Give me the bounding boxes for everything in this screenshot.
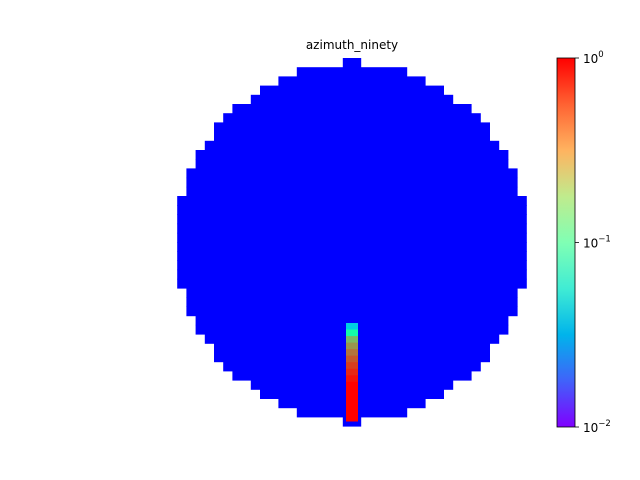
chart-title: azimuth_ninety — [306, 38, 398, 52]
disk-row — [232, 104, 472, 114]
disk-row — [296, 67, 408, 77]
colorbar-tick-label: 100 — [583, 50, 604, 66]
heatmap-disk — [177, 58, 527, 427]
hot-column-cell — [346, 375, 358, 383]
disk-row — [177, 251, 527, 261]
disk-row — [342, 58, 362, 68]
disk-row — [177, 223, 527, 234]
disk-row — [177, 242, 527, 252]
disk-row — [186, 177, 518, 188]
disk-row — [186, 297, 518, 307]
hot-column-cell — [346, 355, 358, 363]
disk-row — [250, 94, 454, 105]
hot-column-cell — [346, 401, 358, 409]
disk-row — [195, 315, 509, 326]
colorbar-gradient — [556, 57, 576, 428]
colorbar-ticks: 10−2 10−1 100 — [575, 50, 611, 435]
hot-column-cell — [346, 414, 358, 422]
hot-column-cell — [346, 407, 358, 415]
disk-row — [214, 122, 490, 133]
disk-row — [186, 288, 518, 298]
hot-column-cell — [346, 342, 358, 350]
disk-row — [186, 306, 518, 317]
disk-row — [195, 159, 509, 169]
disk-row — [342, 416, 362, 427]
disk-row — [177, 269, 527, 280]
hot-column-cell — [346, 394, 358, 402]
disk-row — [214, 131, 490, 142]
disk-row — [186, 168, 518, 179]
disk-row — [195, 150, 509, 160]
hot-column-cell — [346, 329, 358, 337]
hot-column-cell — [346, 323, 358, 331]
colorbar-tick-label: 10−1 — [583, 235, 611, 251]
hot-column-cell — [346, 381, 358, 389]
hot-column-cell — [346, 336, 358, 344]
hot-column-cell — [346, 388, 358, 396]
hot-column-cell — [346, 362, 358, 370]
disk-row — [177, 278, 527, 289]
disk-row — [186, 186, 518, 197]
colorbar: 10−2 10−1 100 — [556, 50, 611, 435]
hot-column-cell — [346, 349, 358, 357]
disk-row — [177, 205, 527, 215]
hot-column-cell — [346, 368, 358, 376]
disk-row — [260, 85, 444, 96]
disk-row — [177, 232, 527, 243]
disk-row — [177, 196, 527, 206]
disk-row — [204, 140, 500, 151]
disk-row — [177, 214, 527, 225]
disk-row — [278, 76, 426, 87]
disk-row — [223, 113, 481, 123]
disk-row — [177, 260, 527, 271]
colorbar-tick-label: 10−2 — [583, 419, 611, 435]
